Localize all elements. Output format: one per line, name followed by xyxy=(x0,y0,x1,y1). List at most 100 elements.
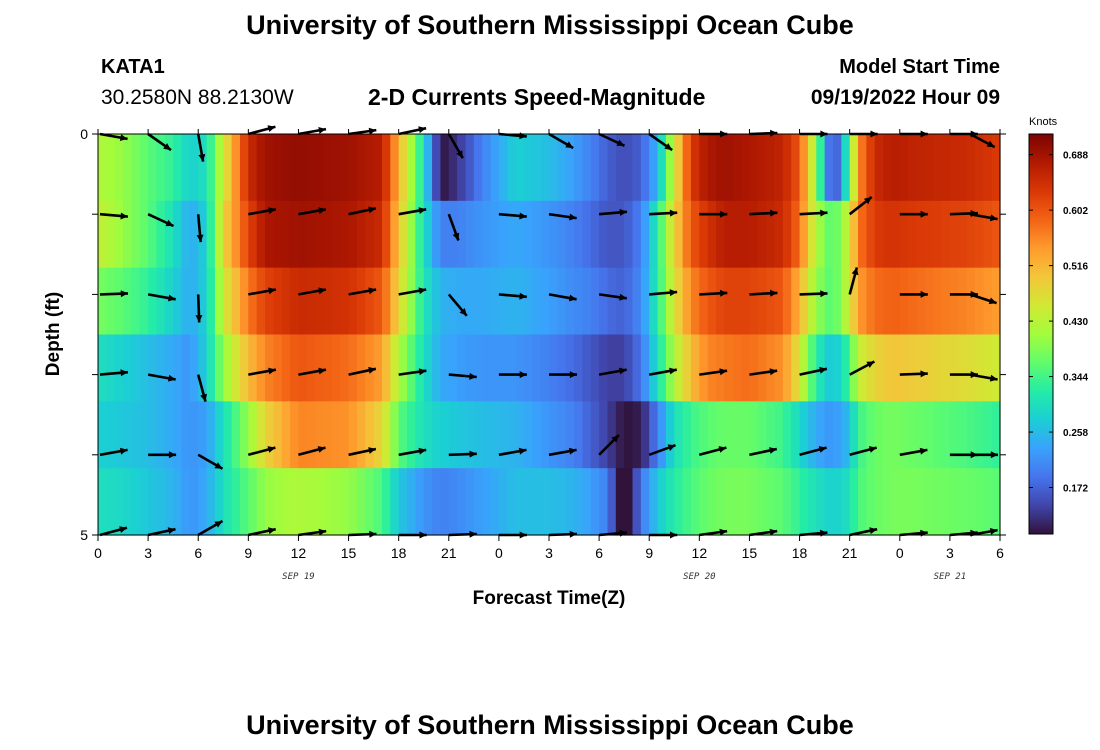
heatmap-cell xyxy=(231,401,241,469)
heatmap-cell xyxy=(348,200,358,269)
heatmap-cell xyxy=(156,334,166,402)
heatmap-cell xyxy=(448,134,458,202)
heatmap-cell xyxy=(114,401,124,469)
current-arrow xyxy=(749,447,778,457)
current-arrow xyxy=(899,210,928,218)
colorbar-tick-label: 0.344 xyxy=(1063,373,1088,384)
heatmap-cell xyxy=(557,468,567,536)
heatmap-cell xyxy=(498,267,508,336)
heatmap-cell xyxy=(123,401,133,469)
heatmap-cell xyxy=(949,134,959,202)
heatmap-cell xyxy=(649,200,659,269)
heatmap-cell xyxy=(490,200,500,269)
heatmap-cell xyxy=(924,267,934,336)
heatmap-cell xyxy=(390,468,400,536)
heatmap-cell xyxy=(565,267,575,336)
heatmap-cell xyxy=(749,401,759,469)
current-arrow xyxy=(799,130,828,138)
heatmap-cell xyxy=(624,134,634,202)
heatmap-cell xyxy=(156,267,166,336)
heatmap-cell xyxy=(632,267,642,336)
heatmap-cell xyxy=(440,401,450,469)
heatmap-cell xyxy=(448,200,458,269)
heatmap-cell xyxy=(164,468,174,536)
heatmap-cell xyxy=(498,468,508,536)
heatmap-cell xyxy=(515,334,525,402)
heatmap-cell xyxy=(749,134,759,202)
heatmap-cell xyxy=(507,334,517,402)
heatmap-cell xyxy=(866,468,876,536)
heatmap-cell xyxy=(223,468,233,536)
heatmap-cell xyxy=(273,267,283,336)
heatmap-cell xyxy=(381,200,391,269)
heatmap-cell xyxy=(173,468,183,536)
heatmap-cell xyxy=(665,401,675,469)
current-arrow xyxy=(398,447,427,457)
heatmap-cell xyxy=(741,267,751,336)
heatmap-cell xyxy=(356,468,366,536)
heatmap-cell xyxy=(707,267,717,336)
heatmap-cell xyxy=(724,334,734,402)
heatmap-cell xyxy=(106,134,116,202)
heatmap-cell xyxy=(523,401,533,469)
heatmap-cell xyxy=(206,334,216,402)
colorbar-tick-label: 0.258 xyxy=(1063,428,1088,439)
heatmap-cell xyxy=(690,334,700,402)
heatmap-cell xyxy=(624,267,634,336)
heatmap-cell xyxy=(816,134,826,202)
heatmap-cell xyxy=(181,468,191,536)
current-arrow xyxy=(749,289,778,297)
heatmap-cell xyxy=(340,468,350,536)
current-arrow xyxy=(398,126,427,136)
heatmap-cell xyxy=(98,334,107,402)
heatmap-cell xyxy=(473,134,483,202)
current-arrow xyxy=(799,209,828,217)
heatmap-cell xyxy=(114,200,124,269)
heatmap-cell xyxy=(415,134,425,202)
current-arrow xyxy=(699,210,728,218)
heatmap-cell xyxy=(974,468,984,536)
heatmap-cell xyxy=(565,200,575,269)
heatmap-cell xyxy=(832,334,842,402)
current-arrow xyxy=(699,528,728,537)
heatmap-cell xyxy=(432,267,442,336)
heatmap-cell xyxy=(139,200,149,269)
heatmap-cell xyxy=(281,334,291,402)
heatmap-cell xyxy=(849,334,859,402)
heatmap-cell xyxy=(624,200,634,269)
x-tick-label: 3 xyxy=(144,545,152,561)
heatmap-cell xyxy=(331,334,341,402)
heatmap-cell xyxy=(540,468,550,536)
current-arrow xyxy=(348,287,377,296)
heatmap-cell xyxy=(549,468,558,536)
heatmap-cell xyxy=(749,334,759,402)
current-arrow xyxy=(248,287,277,296)
heatmap-cell xyxy=(941,200,951,269)
heatmap-cell xyxy=(423,200,433,269)
current-arrow xyxy=(648,367,678,376)
heatmap-cell xyxy=(340,334,350,402)
heatmap-cell xyxy=(273,334,283,402)
heatmap-cell xyxy=(331,200,341,269)
current-arrow xyxy=(749,368,778,376)
footer-title: University of Southern Mississippi Ocean… xyxy=(246,710,854,740)
heatmap-cell xyxy=(916,468,926,536)
heatmap-cell xyxy=(757,200,767,269)
heatmap-cell xyxy=(298,401,308,469)
heatmap-cell xyxy=(457,401,467,469)
current-arrow xyxy=(99,132,128,141)
current-arrow xyxy=(548,132,574,150)
heatmap-cell xyxy=(181,334,191,402)
heatmap-cell xyxy=(173,334,183,402)
heatmap-cell xyxy=(640,267,650,336)
heatmap-cell xyxy=(674,401,684,469)
heatmap-cell xyxy=(966,334,976,402)
heatmap-cell xyxy=(974,200,984,269)
heatmap-cell xyxy=(991,134,1001,202)
heatmap-cell xyxy=(732,401,742,469)
heatmap-cell xyxy=(381,334,391,402)
current-arrow xyxy=(498,292,527,300)
heatmap-cell xyxy=(306,334,316,402)
heatmap-cell xyxy=(490,334,500,402)
heatmap-cell xyxy=(365,267,375,336)
